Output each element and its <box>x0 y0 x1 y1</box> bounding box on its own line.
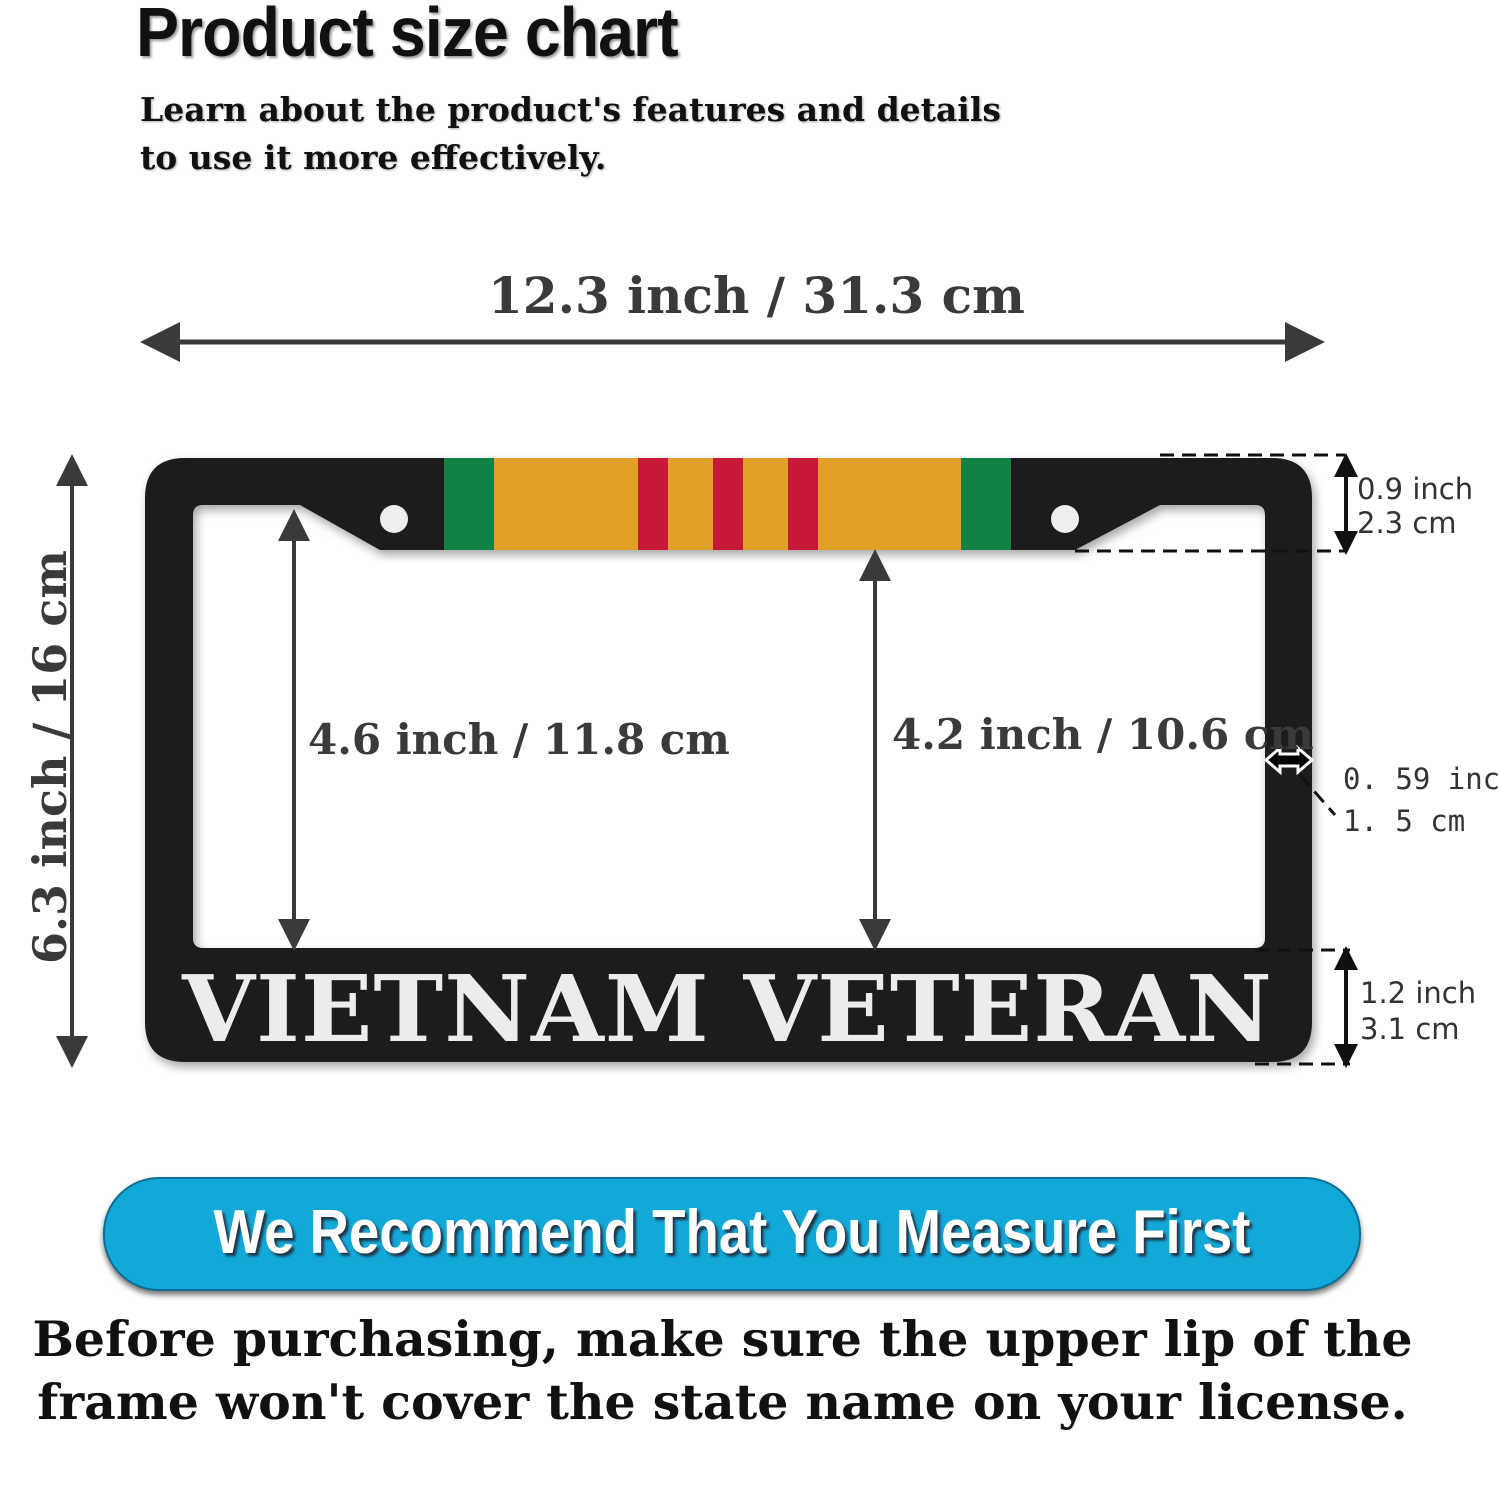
subtitle-line-2: to use it more effectively. <box>140 138 607 177</box>
bottom-border-cm: 3.1 cm <box>1360 1012 1460 1046</box>
top-border-cm: 2.3 cm <box>1357 506 1457 540</box>
frame-text: VIETNAM VETERAN <box>182 955 1273 1063</box>
height-label: 6.3 inch / 16 cm <box>23 550 77 964</box>
license-plate-frame <box>145 458 1312 1062</box>
purchase-note: Before purchasing, make sure the upper l… <box>32 1310 1413 1431</box>
frame-diagram <box>56 322 1358 1068</box>
side-border-cm: 1. 5 cm <box>1343 804 1466 838</box>
inner-left-height-label: 4.6 inch / 11.8 cm <box>308 715 730 764</box>
subtitle-line-1: Learn about the product's features and d… <box>140 90 1001 129</box>
banner-text: We Recommend That You Measure First <box>213 1198 1251 1267</box>
service-ribbon <box>444 458 1011 550</box>
measure-banner: We Recommend That You Measure First <box>103 1177 1361 1291</box>
bottom-border-inch: 1.2 inch <box>1360 976 1477 1010</box>
inner-center-height-label: 4.2 inch / 10.6 cm <box>892 710 1314 759</box>
width-label: 12.3 inch / 31.3 cm <box>488 266 1025 325</box>
screw-hole-left <box>380 505 408 533</box>
side-border-double-arrow-icon <box>1263 744 1315 776</box>
screw-hole-right <box>1051 505 1079 533</box>
top-border-inch: 0.9 inch <box>1357 472 1474 506</box>
page-title: Product size chart <box>136 0 679 71</box>
side-border-inch: 0. 59 inch <box>1343 762 1500 796</box>
